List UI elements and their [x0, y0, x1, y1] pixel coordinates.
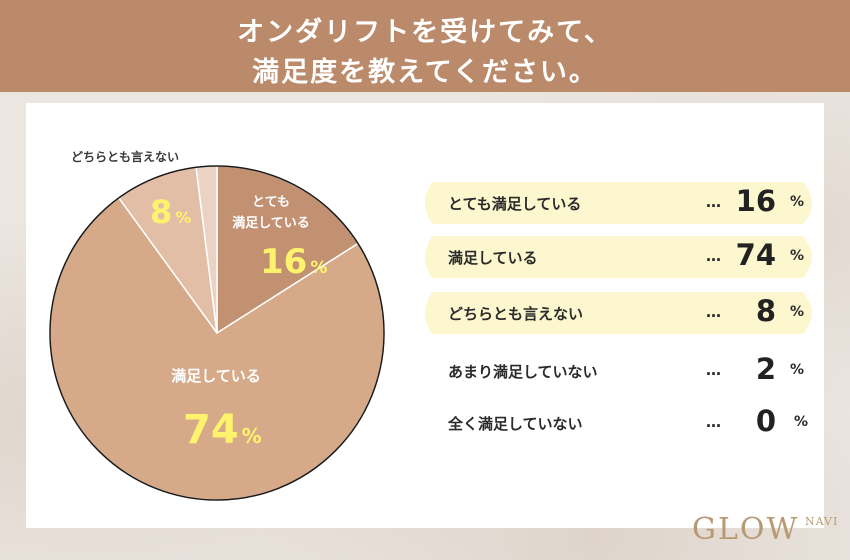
- glow-navi-logo: GLOW NAVI: [692, 512, 842, 552]
- legend-value: 0: [755, 404, 776, 438]
- legend-row-dochira: どちらとも言えない … 8 %: [418, 290, 821, 336]
- legend-dots: …: [706, 193, 721, 211]
- legend-label: とても満足している: [448, 195, 582, 213]
- legend-value: 2: [755, 352, 776, 386]
- pie-label-totemo-2: 満足している: [232, 215, 310, 231]
- legend-row-mattaku: 全く満足していない … 0 %: [418, 400, 821, 446]
- legend-label: どちらとも言えない: [448, 305, 584, 323]
- legend-label: 全く満足していない: [448, 415, 583, 433]
- legend-unit: %: [790, 248, 805, 264]
- row-highlight: [425, 292, 812, 334]
- legend-unit: %: [794, 414, 809, 430]
- pie-value-manzoku: 74: [183, 407, 239, 453]
- legend-unit: %: [790, 194, 805, 210]
- logo-navi-text: NAVI: [805, 515, 839, 528]
- row-highlight: [425, 182, 812, 224]
- pie-label-totemo-1: とても: [252, 195, 290, 210]
- legend-dots: …: [706, 247, 721, 265]
- pie-value-dochira: 8: [150, 193, 172, 231]
- legend-label: あまり満足していない: [448, 363, 598, 381]
- legend-row-totemo: とても満足している … 16 %: [418, 180, 821, 226]
- legend-dots: …: [706, 413, 721, 431]
- title-line-2: 満足度を教えてください。: [252, 57, 598, 88]
- pie-value-dochira-unit: %: [175, 208, 191, 227]
- legend-value: 16: [735, 184, 776, 218]
- legend-row-manzoku: 満足している … 74 %: [418, 234, 821, 280]
- pie-outline: [49, 165, 385, 501]
- pie-label-manzoku: 満足している: [171, 367, 261, 385]
- logo-main-text: GLOW: [692, 512, 800, 547]
- pie-value-manzoku-unit: %: [242, 424, 262, 448]
- legend-unit: %: [790, 362, 805, 378]
- pie-chart: どちらとも言えない とても 満足している 満足している 16 %8 %74%: [49, 149, 385, 501]
- legend-label: 満足している: [448, 249, 538, 267]
- header-banner: オンダリフトを受けてみて、 満足度を教えてください。: [0, 0, 850, 92]
- pie-label-dochira: どちらとも言えない: [71, 149, 179, 164]
- title-line-1: オンダリフトを受けてみて、: [237, 17, 613, 48]
- pie-value-totemo-unit: %: [310, 258, 327, 278]
- row-highlight: [425, 236, 812, 278]
- legend-row-amari: あまり満足していない … 2 %: [418, 348, 821, 394]
- chart-card: どちらとも言えない とても 満足している 満足している 16% 8% 74% とても…: [26, 103, 824, 528]
- legend-unit: %: [790, 304, 805, 320]
- legend-value: 74: [735, 238, 776, 272]
- legend-dots: …: [706, 361, 721, 379]
- legend-dots: …: [706, 303, 721, 321]
- pie-value-totemo: 16: [260, 242, 307, 282]
- legend-value: 8: [755, 294, 776, 328]
